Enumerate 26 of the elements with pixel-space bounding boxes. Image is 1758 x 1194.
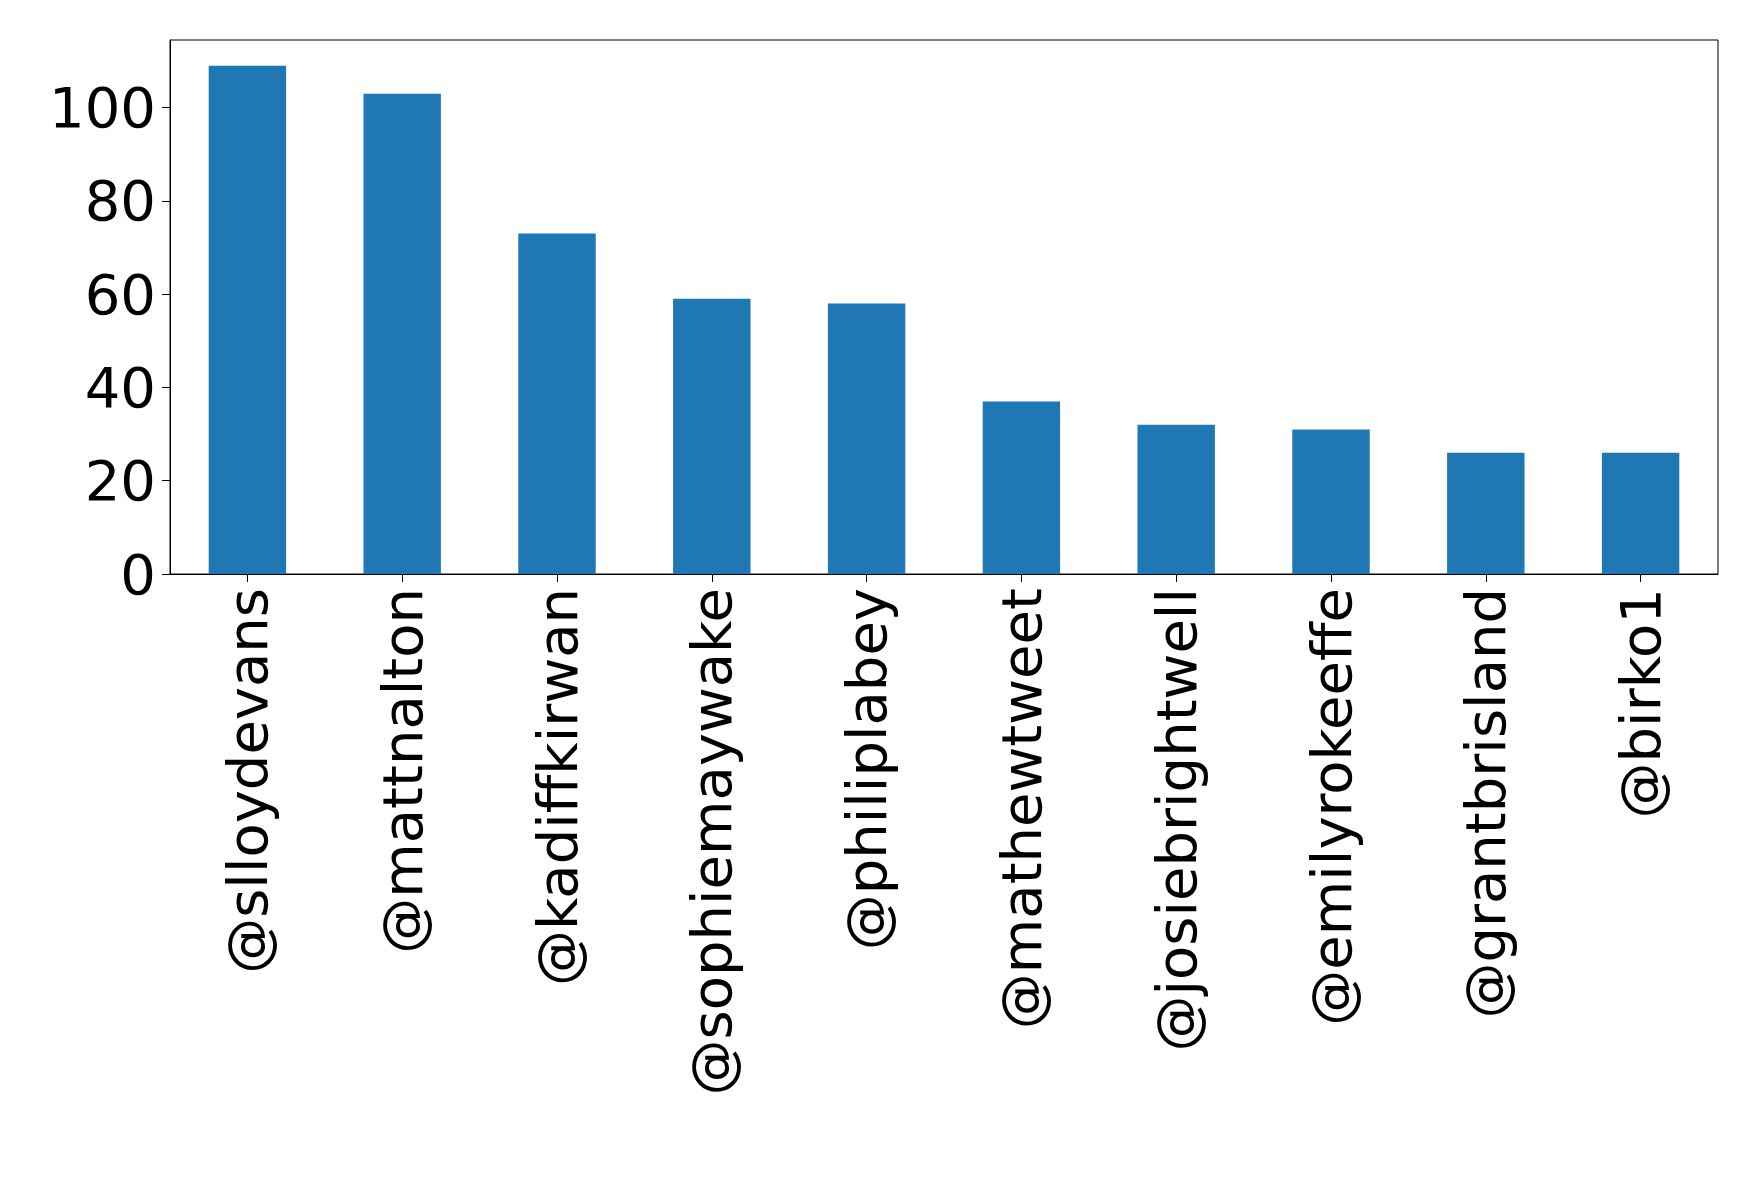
bar (363, 93, 441, 574)
bar (827, 303, 906, 574)
y-tick-label: 100 (49, 75, 156, 141)
x-tick-label: @slloydevans (214, 588, 280, 974)
y-tick-label: 40 (84, 354, 156, 420)
bar (208, 65, 287, 574)
y-tick-label: 80 (84, 168, 156, 234)
x-tick-label: @mattnalton (369, 588, 435, 954)
bar (673, 298, 751, 574)
bar (1601, 452, 1680, 574)
x-tick-label: @emilyrokeeffe (1298, 588, 1364, 1026)
y-tick-label: 60 (84, 261, 156, 327)
x-tick-label: @kadiffkirwan (524, 588, 590, 987)
y-tick-label: 0 (120, 541, 156, 607)
x-tick-label: @birko1 (1608, 588, 1674, 819)
bar (1292, 429, 1370, 574)
x-tick-label: @philiplabey (834, 588, 900, 951)
x-tick-label: @josiebrightwell (1143, 588, 1209, 1052)
bar (1447, 452, 1525, 574)
x-tick-label: @grantbrisland (1453, 588, 1519, 1019)
bar (1137, 424, 1215, 574)
y-tick-label: 20 (84, 448, 156, 514)
x-tick-label: @mathewtweet (988, 588, 1054, 1030)
bar (982, 401, 1061, 574)
x-tick-label: @sophiemaywake (679, 588, 745, 1096)
bar (518, 233, 596, 574)
